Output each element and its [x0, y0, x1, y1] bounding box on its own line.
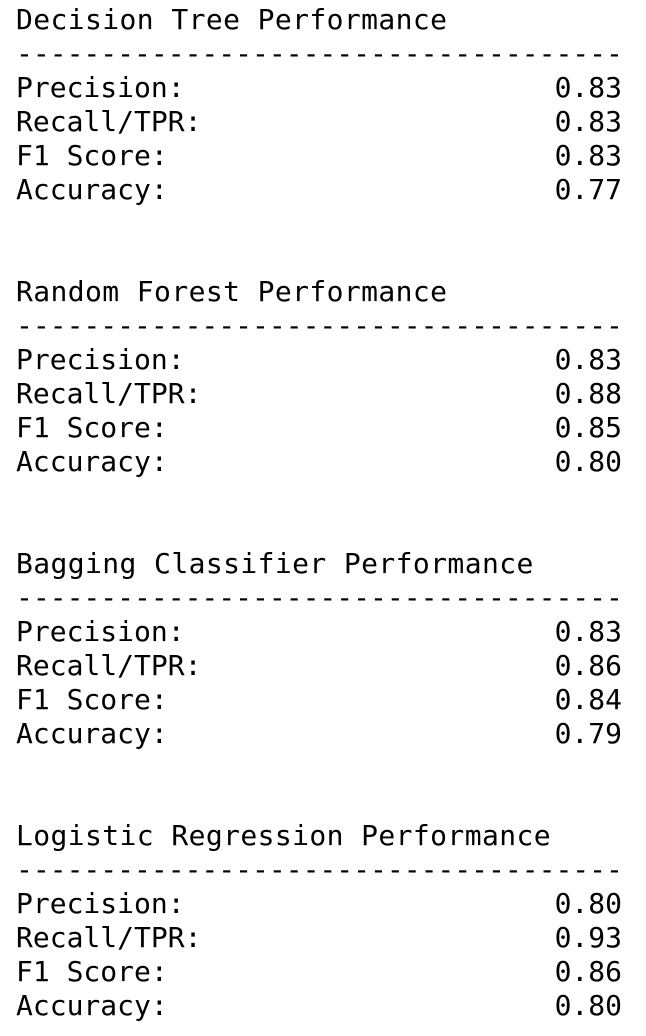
- block-title: Decision Tree Performance: [16, 3, 448, 36]
- divider-rule: ------------------------------------: [16, 37, 622, 70]
- metric-value: 0.86: [554, 955, 622, 988]
- metric-value: 0.85: [554, 411, 622, 444]
- metric-label: Precision:: [16, 343, 185, 376]
- metric-label: Accuracy:: [16, 173, 168, 206]
- metric-value: 0.83: [554, 615, 622, 648]
- metric-label: F1 Score:: [16, 955, 168, 988]
- metric-row-precision: Precision: 0.83: [16, 343, 622, 377]
- metric-row-recall: Recall/TPR: 0.83: [16, 105, 622, 139]
- metric-value: 0.80: [554, 445, 622, 478]
- metric-row-recall: Recall/TPR: 0.93: [16, 921, 622, 955]
- metric-row-accuracy: Accuracy: 0.77: [16, 173, 622, 207]
- metric-row-accuracy: Accuracy: 0.80: [16, 989, 622, 1023]
- metric-label: Accuracy:: [16, 989, 168, 1022]
- metric-label: Recall/TPR:: [16, 377, 202, 410]
- metric-row-f1: F1 Score: 0.83: [16, 139, 622, 173]
- metric-row-accuracy: Accuracy: 0.80: [16, 445, 622, 479]
- metric-value: 0.93: [554, 921, 622, 954]
- block-title: Logistic Regression Performance: [16, 819, 551, 852]
- metric-value: 0.77: [554, 173, 622, 206]
- performance-block-logistic-regression: Logistic Regression Performance --------…: [16, 819, 622, 1023]
- divider-rule: ------------------------------------: [16, 853, 622, 886]
- performance-block-random-forest: Random Forest Performance --------------…: [16, 275, 622, 479]
- metric-value: 0.83: [554, 343, 622, 376]
- metric-label: F1 Score:: [16, 411, 168, 444]
- metric-row-precision: Precision: 0.83: [16, 71, 622, 105]
- metric-value: 0.83: [554, 139, 622, 172]
- metric-label: Precision:: [16, 71, 185, 104]
- metric-row-accuracy: Accuracy: 0.79: [16, 717, 622, 751]
- metric-value: 0.88: [554, 377, 622, 410]
- metric-row-recall: Recall/TPR: 0.88: [16, 377, 622, 411]
- performance-block-decision-tree: Decision Tree Performance --------------…: [16, 3, 622, 207]
- metric-value: 0.79: [554, 717, 622, 750]
- metric-label: Precision:: [16, 887, 185, 920]
- metric-label: F1 Score:: [16, 139, 168, 172]
- metric-row-recall: Recall/TPR: 0.86: [16, 649, 622, 683]
- metric-label: F1 Score:: [16, 683, 168, 716]
- metric-row-f1: F1 Score: 0.84: [16, 683, 622, 717]
- metric-value: 0.80: [554, 887, 622, 920]
- metric-value: 0.84: [554, 683, 622, 716]
- block-title: Bagging Classifier Performance: [16, 547, 534, 580]
- metric-value: 0.83: [554, 105, 622, 138]
- console-output: Decision Tree Performance --------------…: [16, 3, 622, 1023]
- metric-label: Accuracy:: [16, 717, 168, 750]
- metric-value: 0.86: [554, 649, 622, 682]
- performance-block-bagging-classifier: Bagging Classifier Performance ---------…: [16, 547, 622, 751]
- metric-label: Recall/TPR:: [16, 649, 202, 682]
- metric-label: Precision:: [16, 615, 185, 648]
- divider-rule: ------------------------------------: [16, 309, 622, 342]
- metric-label: Accuracy:: [16, 445, 168, 478]
- metric-label: Recall/TPR:: [16, 105, 202, 138]
- metric-value: 0.83: [554, 71, 622, 104]
- metric-value: 0.80: [554, 989, 622, 1022]
- block-title: Random Forest Performance: [16, 275, 448, 308]
- metric-row-f1: F1 Score: 0.85: [16, 411, 622, 445]
- metric-row-f1: F1 Score: 0.86: [16, 955, 622, 989]
- metric-row-precision: Precision: 0.80: [16, 887, 622, 921]
- metric-row-precision: Precision: 0.83: [16, 615, 622, 649]
- divider-rule: ------------------------------------: [16, 581, 622, 614]
- metric-label: Recall/TPR:: [16, 921, 202, 954]
